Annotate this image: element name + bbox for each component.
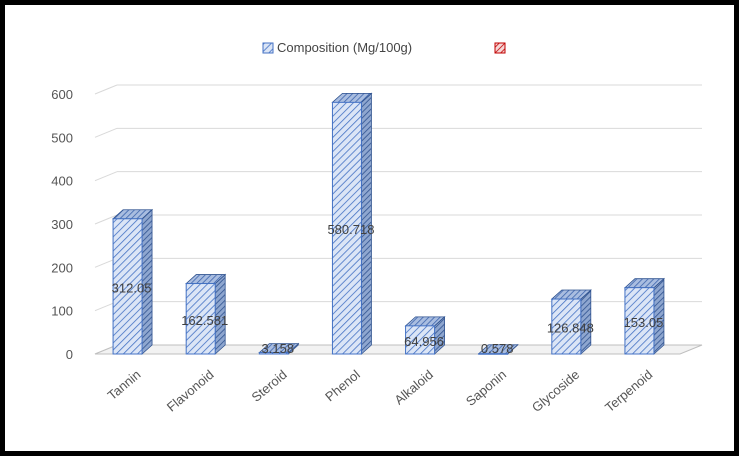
bar-front (478, 353, 509, 355)
y-tick-label: 400 (51, 174, 73, 189)
x-tick-label: Alkaloid (391, 367, 436, 408)
y-tick-label: 600 (51, 87, 73, 102)
data-label: 580.718 (327, 222, 374, 237)
bars (112, 92, 665, 355)
gridline-side (94, 171, 118, 182)
data-label: 153.05 (624, 315, 664, 330)
bar-front (405, 325, 436, 355)
gridline-side (94, 84, 118, 95)
x-tick-label: Terpenoid (602, 367, 655, 415)
x-axis-categories: Tannin Flavonoid Steroid Phenol Alkaloid Sapo… (104, 367, 655, 415)
data-label: 0.578 (481, 341, 514, 356)
y-tick-label: 0 (66, 347, 73, 362)
x-tick-label: Glycoside (529, 367, 582, 415)
y-tick-label: 200 (51, 260, 73, 275)
data-label: 64.956 (404, 334, 444, 349)
x-tick-label: Flavonoid (164, 367, 217, 415)
bar-terpenoid (623, 277, 665, 355)
legend-marker-composition (262, 42, 274, 54)
bar-front (112, 218, 143, 355)
y-axis-ticks: 0 100 200 300 400 500 600 (51, 87, 73, 362)
x-tick-label: Saponin (463, 367, 509, 409)
bar-front (551, 298, 582, 355)
bar-glycoside (550, 289, 592, 355)
legend-marker-series-2 (494, 42, 506, 54)
data-label: 162.581 (181, 313, 228, 328)
legend-entry-composition: Composition (Mg/100g) (277, 40, 412, 55)
y-tick-label: 500 (51, 130, 73, 145)
bar-tannin (112, 208, 154, 355)
bar-steroid (258, 342, 300, 355)
bar-front (331, 101, 362, 355)
bar-front (624, 287, 655, 355)
data-label: 3.158 (262, 341, 295, 356)
bar-saponin (477, 343, 519, 355)
x-tick-label: Steroid (249, 367, 290, 405)
legend: Composition (Mg/100g) (262, 40, 506, 55)
bar-alkaloid (404, 315, 446, 355)
data-label: 126.848 (547, 321, 594, 336)
gridline-side (94, 127, 118, 138)
bar-phenol (331, 92, 373, 355)
bar-chart: 0 100 200 300 400 500 600 312.05 162.581 3.158 58… (51, 40, 703, 415)
x-tick-label: Tannin (104, 367, 143, 403)
y-tick-label: 100 (51, 304, 73, 319)
x-tick-label: Phenol (322, 367, 363, 405)
data-label: 312.05 (112, 280, 152, 295)
gridline-side (94, 214, 118, 225)
bar-front (258, 352, 289, 355)
bar-front (185, 283, 216, 355)
data-labels: 312.05 162.581 3.158 580.718 64.956 0.578 126.… (112, 222, 664, 356)
bar-flavonoid (185, 273, 227, 355)
y-tick-label: 300 (51, 217, 73, 232)
